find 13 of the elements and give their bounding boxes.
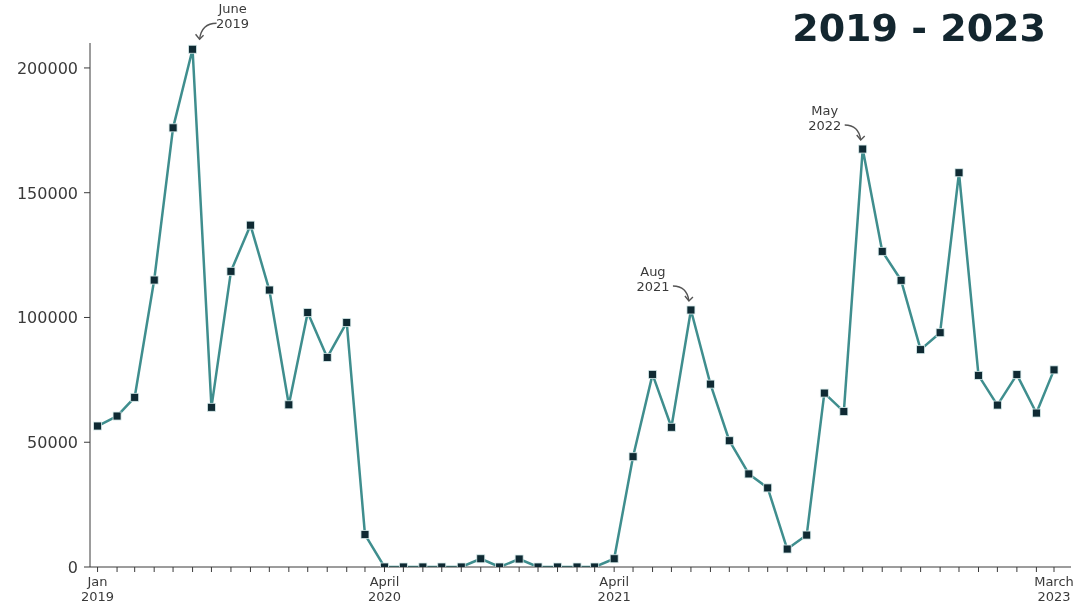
annotation: Aug 2021	[636, 263, 670, 294]
y-tick-label: 50000	[27, 433, 78, 453]
x-tick-label: April 2021	[597, 574, 631, 604]
y-tick-label: 200000	[16, 58, 78, 78]
annotation: May 2022	[808, 103, 842, 134]
chart-title: 2019 - 2023	[792, 6, 1046, 50]
x-tick-label: Jan 2019	[81, 574, 115, 604]
x-tick-label: April 2020	[367, 574, 402, 604]
annotation: June 2019	[216, 1, 250, 32]
y-tick-label: 100000	[16, 308, 78, 328]
x-tick-label: March 2023	[1034, 574, 1074, 604]
y-tick-label: 150000	[16, 183, 78, 203]
y-tick-label: 0	[67, 558, 78, 577]
